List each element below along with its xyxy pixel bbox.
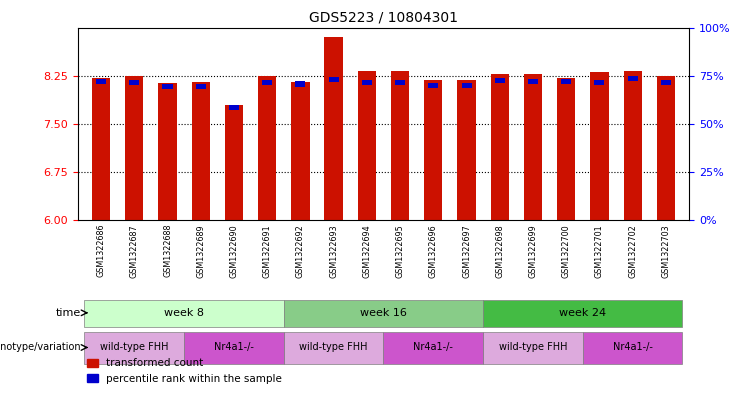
Text: GSM1322689: GSM1322689 bbox=[196, 224, 205, 277]
Bar bbox=[258, 75, 276, 220]
Text: GSM1322688: GSM1322688 bbox=[163, 224, 172, 277]
Text: GSM1322696: GSM1322696 bbox=[429, 224, 438, 277]
Bar bbox=[583, 332, 682, 364]
Bar bbox=[284, 332, 384, 364]
Bar bbox=[192, 82, 210, 220]
Text: GSM1322700: GSM1322700 bbox=[562, 224, 571, 277]
Text: GSM1322699: GSM1322699 bbox=[528, 224, 537, 278]
Text: GSM1322701: GSM1322701 bbox=[595, 224, 604, 277]
Bar bbox=[84, 332, 184, 364]
Text: Nr4a1-/-: Nr4a1-/- bbox=[413, 342, 453, 353]
Bar bbox=[391, 71, 409, 220]
Title: GDS5223 / 10804301: GDS5223 / 10804301 bbox=[309, 11, 458, 25]
Text: GSM1322697: GSM1322697 bbox=[462, 224, 471, 278]
Text: GSM1322690: GSM1322690 bbox=[230, 224, 239, 277]
Bar bbox=[129, 80, 139, 85]
Bar bbox=[424, 79, 442, 220]
Text: GSM1322695: GSM1322695 bbox=[396, 224, 405, 278]
Bar bbox=[325, 37, 343, 220]
Bar bbox=[358, 71, 376, 220]
Bar bbox=[184, 332, 284, 364]
Text: week 8: week 8 bbox=[164, 308, 204, 318]
Bar bbox=[594, 79, 605, 84]
Bar bbox=[528, 79, 538, 84]
Text: wild-type FHH: wild-type FHH bbox=[299, 342, 368, 353]
Legend: transformed count, percentile rank within the sample: transformed count, percentile rank withi… bbox=[83, 354, 286, 388]
Text: GSM1322694: GSM1322694 bbox=[362, 224, 371, 277]
Bar bbox=[483, 300, 682, 327]
Bar bbox=[262, 80, 272, 85]
Bar bbox=[491, 74, 509, 220]
Bar bbox=[428, 83, 439, 88]
Bar bbox=[561, 79, 571, 84]
Bar bbox=[125, 75, 144, 220]
Text: GSM1322687: GSM1322687 bbox=[130, 224, 139, 277]
Text: GSM1322693: GSM1322693 bbox=[329, 224, 338, 277]
Bar bbox=[661, 80, 671, 85]
Bar bbox=[225, 105, 243, 220]
Bar bbox=[462, 83, 471, 88]
Text: GSM1322692: GSM1322692 bbox=[296, 224, 305, 278]
Bar bbox=[96, 79, 106, 84]
Bar bbox=[362, 80, 372, 85]
Text: Nr4a1-/-: Nr4a1-/- bbox=[214, 342, 254, 353]
Text: GSM1322691: GSM1322691 bbox=[262, 224, 272, 277]
Text: GSM1322686: GSM1322686 bbox=[96, 224, 105, 277]
Text: week 16: week 16 bbox=[360, 308, 407, 318]
Bar bbox=[557, 77, 575, 220]
Text: Nr4a1-/-: Nr4a1-/- bbox=[613, 342, 653, 353]
Text: genotype/variation: genotype/variation bbox=[0, 342, 81, 353]
Bar bbox=[657, 75, 675, 220]
Bar bbox=[483, 332, 583, 364]
Bar bbox=[495, 78, 505, 83]
Bar bbox=[159, 83, 176, 220]
Bar bbox=[591, 72, 608, 220]
Text: GSM1322703: GSM1322703 bbox=[662, 224, 671, 277]
Bar bbox=[395, 80, 405, 85]
Bar bbox=[524, 74, 542, 220]
Bar bbox=[92, 77, 110, 220]
Bar bbox=[84, 300, 284, 327]
Bar bbox=[457, 79, 476, 220]
Bar bbox=[229, 105, 239, 110]
Text: GSM1322698: GSM1322698 bbox=[495, 224, 505, 277]
Bar bbox=[162, 84, 173, 89]
Bar bbox=[628, 76, 638, 81]
Bar bbox=[623, 71, 642, 220]
Text: week 24: week 24 bbox=[559, 308, 606, 318]
Bar bbox=[296, 81, 305, 86]
Bar bbox=[284, 300, 483, 327]
Bar bbox=[384, 332, 483, 364]
Text: wild-type FHH: wild-type FHH bbox=[499, 342, 567, 353]
Text: wild-type FHH: wild-type FHH bbox=[100, 342, 168, 353]
Bar bbox=[291, 82, 310, 220]
Bar bbox=[196, 84, 206, 89]
Text: time: time bbox=[56, 308, 81, 318]
Text: GSM1322702: GSM1322702 bbox=[628, 224, 637, 278]
Bar bbox=[328, 77, 339, 82]
